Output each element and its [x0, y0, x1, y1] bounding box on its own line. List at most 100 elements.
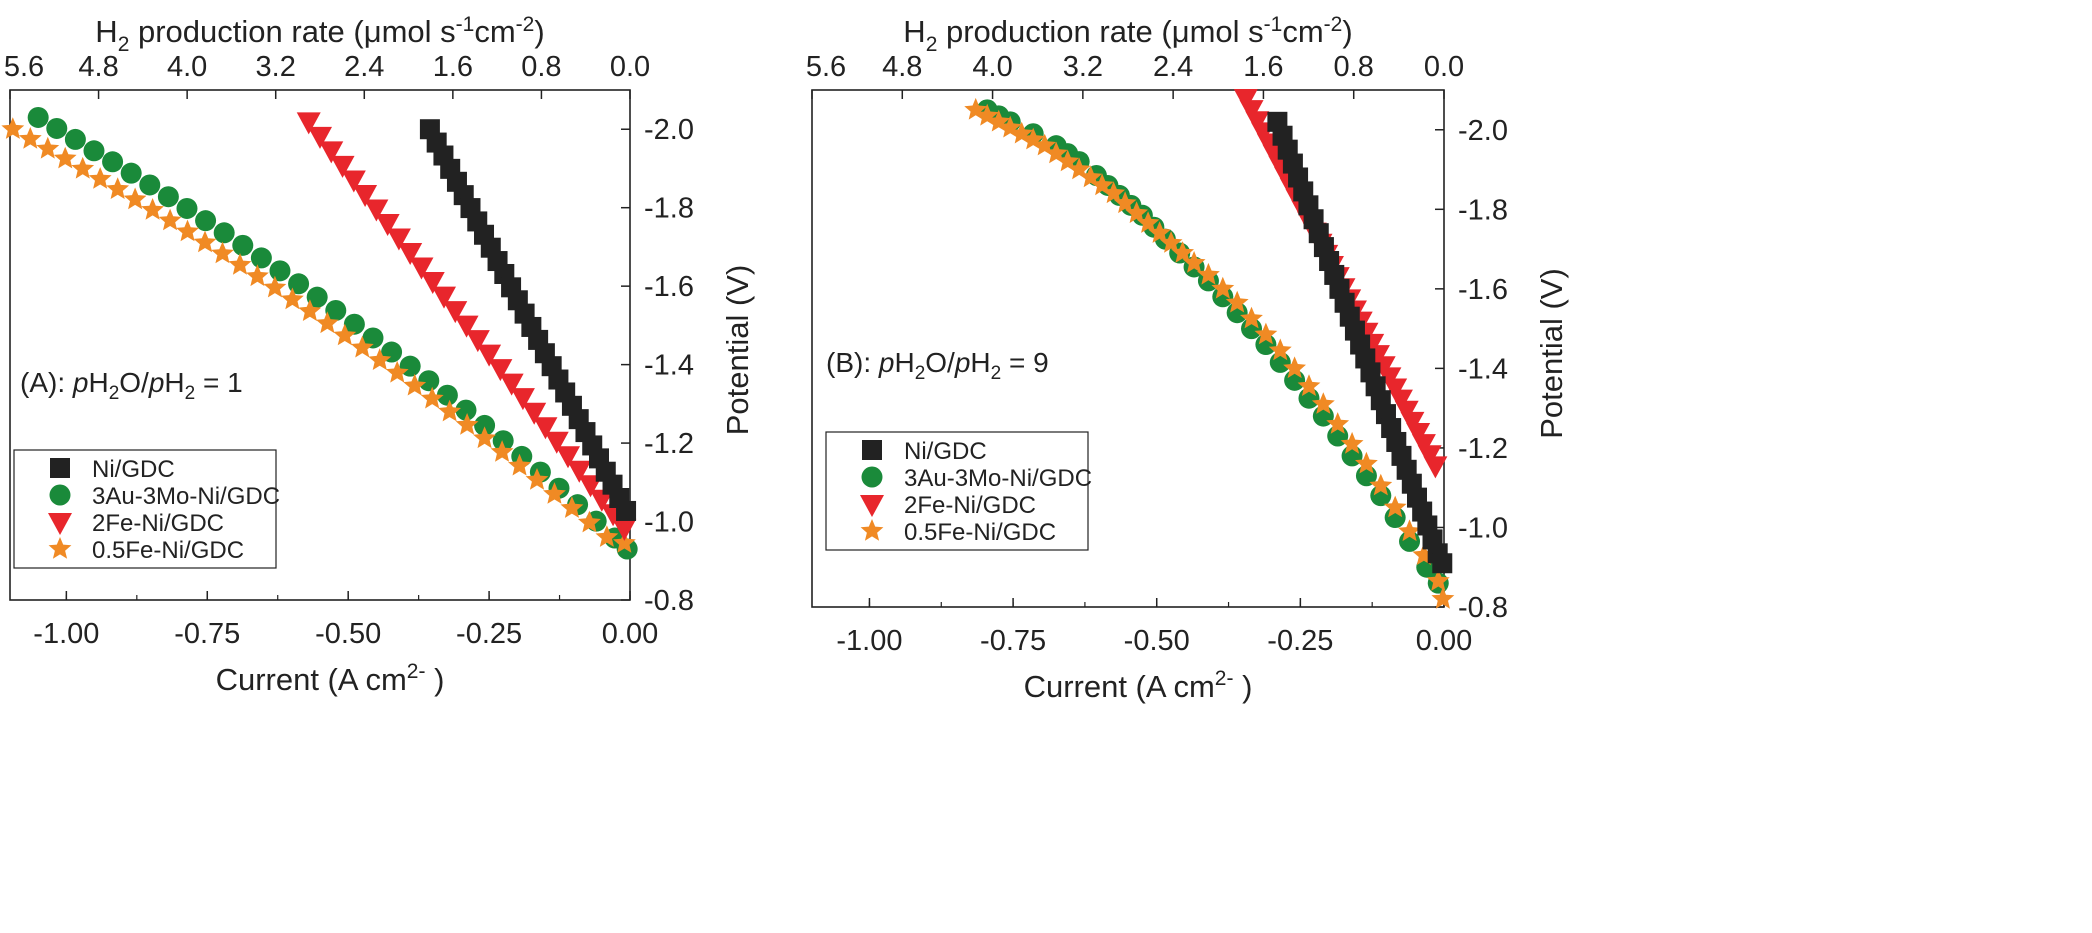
data-point — [46, 117, 68, 139]
x-tick-label: 0.00 — [602, 618, 658, 650]
data-point — [1102, 181, 1125, 204]
legend: Ni/GDC3Au-3Mo-Ni/GDC2Fe-Ni/GDC0.5Fe-Ni/G… — [825, 431, 1092, 551]
data-point — [544, 431, 569, 454]
data-point — [1233, 88, 1258, 111]
top-axis-label-part: H — [903, 14, 925, 49]
data-point — [455, 413, 479, 435]
top-axis-label-part: cm — [1282, 14, 1323, 49]
x-tick-label: -0.50 — [315, 618, 381, 650]
data-point — [1136, 211, 1160, 233]
series-0-5fe-ni-gdc — [964, 97, 1455, 609]
data-point — [71, 156, 95, 179]
data-point — [1431, 587, 1455, 609]
y-tick-label: -1.2 — [1458, 433, 1508, 465]
legend-label: 3Au-3Mo-Ni/GDC — [904, 465, 1092, 492]
condition-label-part: p — [954, 347, 971, 378]
y-tick-label: -1.6 — [1458, 274, 1508, 306]
data-point — [1148, 221, 1171, 243]
data-point — [83, 140, 105, 162]
data-point — [616, 500, 637, 521]
data-point — [368, 348, 392, 370]
top-axis-label: H2 production rate (μmol s-1cm-2) — [95, 13, 544, 56]
x-tick-label: -0.25 — [1267, 625, 1333, 657]
data-point — [195, 210, 217, 232]
data-point — [106, 177, 130, 199]
data-point — [612, 518, 637, 541]
x-tick-label: -1.00 — [33, 618, 99, 650]
data-point — [1125, 201, 1148, 223]
data-point — [1400, 411, 1425, 434]
data-point — [420, 386, 444, 409]
data-point — [1406, 423, 1431, 446]
data-point — [398, 243, 423, 266]
legend: Ni/GDC3Au-3Mo-Ni/GDC2Fe-Ni/GDC0.5Fe-Ni/G… — [13, 449, 280, 569]
data-point — [296, 112, 321, 135]
data-point — [438, 399, 461, 422]
x-axis-label-part: 2- — [1215, 667, 1234, 690]
data-point — [36, 136, 60, 159]
data-point — [27, 106, 49, 128]
data-point — [1268, 338, 1292, 361]
data-point — [176, 197, 198, 219]
top-axis-label-part: cm — [474, 14, 515, 49]
data-point — [525, 468, 549, 490]
data-point — [454, 315, 479, 338]
data-layer — [1, 106, 638, 560]
condition-label-part: 2 — [915, 363, 926, 384]
data-point — [330, 155, 355, 178]
data-point — [1159, 231, 1183, 253]
legend-marker — [860, 495, 884, 517]
top-axis-label-part: 2 — [926, 33, 938, 56]
data-point — [333, 323, 357, 346]
data-point — [1383, 495, 1407, 518]
data-point — [409, 257, 434, 280]
data-point — [556, 446, 580, 469]
legend-label: Ni/GDC — [904, 438, 987, 465]
data-point — [350, 335, 374, 358]
top-tick-label: 0.0 — [1424, 51, 1464, 83]
data-point — [1254, 322, 1278, 345]
data-point — [1411, 434, 1436, 457]
data-point — [1240, 306, 1263, 329]
data-point — [139, 174, 161, 196]
x-tick-label: -0.25 — [456, 618, 522, 650]
x-axis-label: Current (A cm2- ) — [216, 660, 445, 697]
data-point — [228, 253, 252, 275]
top-tick-label: 4.8 — [78, 51, 118, 83]
y-tick-label: -1.4 — [644, 350, 694, 382]
data-point — [420, 272, 445, 295]
condition-label-part: H — [164, 367, 184, 398]
data-point — [436, 384, 458, 406]
data-point — [1182, 251, 1206, 273]
data-point — [1113, 191, 1137, 214]
top-axis-label-part: production rate (μmol s — [129, 14, 455, 49]
condition-label-part: = 1 — [195, 367, 242, 398]
data-point — [589, 489, 614, 512]
data-point — [595, 525, 619, 547]
series-2fe-ni-gdc — [296, 112, 637, 541]
data-point — [353, 184, 378, 207]
data-point — [375, 213, 400, 236]
data-point — [1423, 456, 1448, 479]
data-point — [319, 141, 344, 164]
condition-label-part: (B): — [826, 347, 879, 378]
top-tick-label: 4.0 — [972, 51, 1012, 83]
x-tick-label: -0.75 — [980, 625, 1046, 657]
data-point — [465, 330, 490, 353]
y-tick-label: -1.8 — [644, 193, 694, 225]
data-point — [288, 273, 310, 295]
data-point — [543, 482, 566, 504]
top-tick-label: 3.2 — [256, 51, 296, 83]
data-point — [508, 453, 531, 476]
condition-label-part: p — [148, 367, 165, 398]
data-point — [246, 264, 269, 287]
y-tick-label: -1.4 — [1458, 353, 1508, 385]
top-axis-label-part: ) — [534, 14, 544, 49]
data-point — [1369, 473, 1393, 496]
data-point — [141, 198, 164, 220]
data-point — [123, 187, 147, 210]
top-axis-label-part: -1 — [456, 13, 475, 36]
condition-label: (B): pH2O/pH2 = 9 — [826, 347, 1049, 384]
legend-label: 0.5Fe-Ni/GDC — [92, 537, 244, 564]
